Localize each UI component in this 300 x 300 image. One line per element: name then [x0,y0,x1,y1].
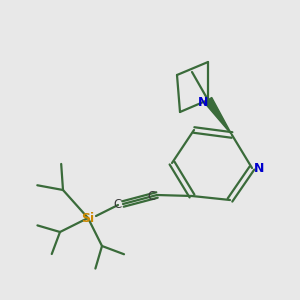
Text: N: N [198,95,208,109]
Text: C: C [114,199,122,212]
Polygon shape [204,98,232,135]
Text: N: N [254,161,264,175]
Text: C: C [148,190,156,202]
Text: Si: Si [81,212,94,224]
